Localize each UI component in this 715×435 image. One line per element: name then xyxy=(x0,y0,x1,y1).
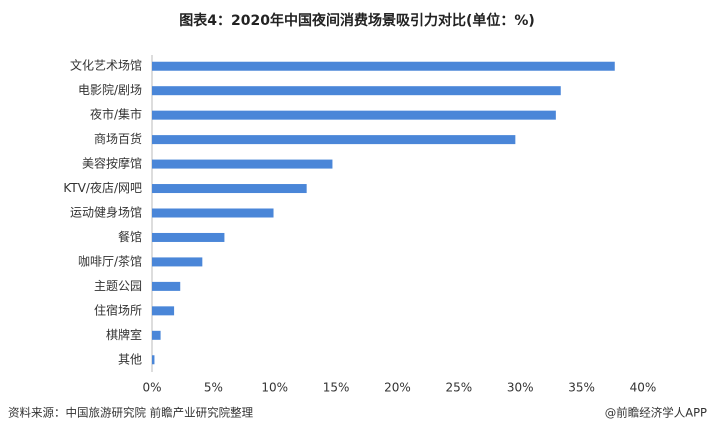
x-tick-label: 35% xyxy=(568,381,595,395)
bar xyxy=(152,281,181,291)
y-tick-label: 咖啡厅/茶馆 xyxy=(78,253,142,268)
y-tick-label: 夜市/集市 xyxy=(90,107,142,122)
y-tick-label: 住宿场所 xyxy=(94,302,142,317)
x-tick-label: 10% xyxy=(261,381,288,395)
bar xyxy=(152,159,333,169)
x-tick-label: 30% xyxy=(507,381,534,395)
bar xyxy=(152,355,155,365)
x-tick-label: 0% xyxy=(142,381,161,395)
bar xyxy=(152,61,615,71)
y-tick-label: 棋牌室 xyxy=(106,327,142,342)
y-tick-label: 主题公园 xyxy=(94,279,142,293)
bar xyxy=(152,208,274,218)
x-tick-label: 5% xyxy=(204,381,223,395)
bar xyxy=(152,110,556,120)
bar xyxy=(152,86,561,96)
source: 资料来源：中国旅游研究院 前瞻产业研究院整理 xyxy=(8,406,254,420)
bar xyxy=(152,257,203,267)
y-tick-label: KTV/夜店/网吧 xyxy=(63,180,142,195)
y-tick-label: 电影院/剧场 xyxy=(78,83,142,97)
bar xyxy=(152,306,175,316)
y-tick-label: 其他 xyxy=(118,352,142,366)
y-tick-label: 运动健身场馆 xyxy=(70,205,142,220)
x-tick-label: 25% xyxy=(446,381,473,395)
chart-title: 图表4：2020年中国夜间消费场景吸引力对比(单位：%) xyxy=(179,12,535,29)
y-tick-label: 商场百货 xyxy=(94,131,142,146)
y-tick-label: 美容按摩馆 xyxy=(82,156,142,171)
x-tick-label: 15% xyxy=(323,381,350,395)
bar xyxy=(152,184,307,194)
bar xyxy=(152,232,225,242)
x-tick-label: 40% xyxy=(630,381,657,395)
y-tick-label: 文化艺术场馆 xyxy=(70,58,142,73)
y-tick-label: 餐馆 xyxy=(118,229,142,244)
credit: @前瞻经济学人APP xyxy=(605,406,707,420)
bar xyxy=(152,135,516,145)
x-tick-label: 20% xyxy=(384,381,411,395)
bar xyxy=(152,330,161,340)
